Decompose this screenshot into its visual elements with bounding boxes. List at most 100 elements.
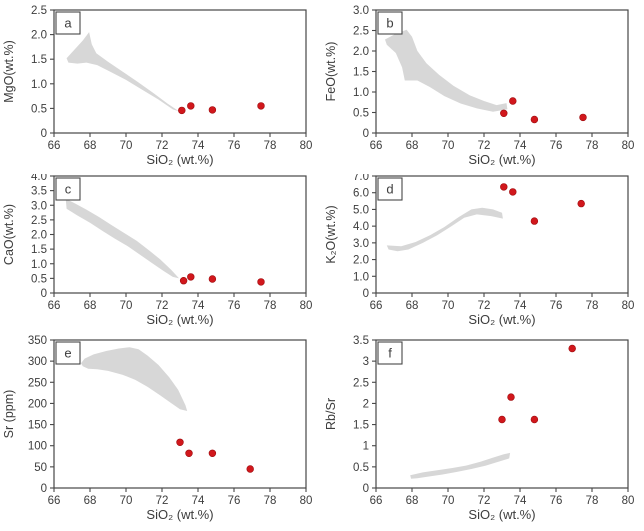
data-point [500, 109, 508, 118]
plot-frame [375, 339, 629, 489]
data-point [187, 273, 195, 281]
y-tick-label: 1.0 [353, 271, 369, 283]
y-tick-label: 1.5 [31, 54, 47, 66]
panel-label: d [386, 182, 393, 197]
x-tick-label: 72 [478, 300, 491, 312]
panel-b-chart: 66 68 70 72 74 76 78 80 0 0.5 1.0 1.5 2.0 2.5 3.0 SiO₂ … [324, 5, 635, 167]
x-tick-label: 68 [84, 300, 97, 312]
x-tick-label: 68 [84, 495, 97, 507]
x-tick-label: 68 [406, 300, 419, 312]
y-tick-label: 0.5 [353, 108, 369, 120]
x-tick-label: 70 [442, 495, 455, 507]
data-point [579, 113, 587, 122]
reference-field [65, 198, 180, 279]
panel-label: a [64, 16, 72, 31]
x-tick-label: 72 [156, 300, 169, 312]
x-axis-title: SiO₂ (wt.%) [468, 312, 535, 327]
x-tick-label: 70 [442, 140, 455, 152]
data-point [246, 465, 254, 473]
plot-frame [53, 339, 307, 489]
plot-frame [53, 175, 307, 294]
x-tick-label: 66 [370, 140, 383, 152]
reference-field [66, 32, 180, 112]
data-point [179, 276, 188, 285]
y-tick-label: 2 [363, 398, 369, 410]
y-tick-label: 1.5 [353, 67, 369, 79]
panel-label: f [388, 346, 392, 361]
x-tick-label: 72 [478, 495, 491, 507]
y-tick-label: 7.0 [353, 174, 369, 183]
y-tick-label: 200 [28, 398, 47, 410]
y-tick-label: 4.0 [353, 221, 369, 233]
x-tick-label: 66 [370, 495, 383, 507]
y-tick-label: 2.5 [31, 215, 47, 227]
panel-a-chart: 66 68 70 72 74 76 78 80 0 0.5 1.0 1.5 2.0 2.5 SiO₂ (wt… [2, 5, 312, 167]
panel-label-box [55, 11, 81, 35]
y-tick-label: 6.0 [353, 188, 369, 200]
y-axis-title: FeO(wt.%) [324, 42, 338, 102]
reference-field [81, 347, 188, 411]
panel-d-chart: 66 68 70 72 74 76 78 80 0 1.0 2.0 3.0 4.0 5.0 6.0 7.0 Si… [324, 174, 634, 327]
x-tick-label: 74 [192, 140, 205, 152]
x-tick-label: 74 [192, 300, 205, 312]
x-tick-label: 66 [48, 140, 61, 152]
data-point [208, 106, 217, 114]
y-tick-label: 3.0 [353, 238, 369, 250]
y-tick-label: 0 [363, 288, 369, 300]
x-tick-label: 72 [156, 140, 169, 152]
x-tick-label: 80 [622, 140, 635, 152]
y-tick-label: 1.0 [31, 259, 47, 271]
x-tick-label: 76 [228, 140, 241, 152]
y-tick-label: 2.0 [353, 255, 369, 267]
reference-field [385, 29, 508, 112]
panel-label: c [65, 182, 72, 197]
data-point [530, 217, 539, 225]
data-point [257, 102, 265, 110]
x-tick-label: 66 [370, 300, 383, 312]
x-tick-label: 74 [514, 495, 527, 507]
y-tick-label: 50 [34, 462, 47, 474]
x-tick-label: 72 [478, 140, 491, 152]
panel-f-chart: 66 68 70 72 74 76 78 80 0 0.5 1 1.5 2 2.5 3 3.5 SiO₂ (wt… [324, 335, 634, 522]
x-tick-label: 78 [586, 140, 599, 152]
y-tick-label: 2.0 [31, 230, 47, 242]
y-tick-label: 1.5 [31, 244, 47, 256]
y-tick-label: 0.5 [353, 462, 369, 474]
y-tick-label: 1.5 [353, 420, 369, 432]
x-tick-label: 78 [264, 140, 277, 152]
panel-c-chart: 66 68 70 72 74 76 78 80 0 0.5 1.0 1.5 2.0 2.5 3.0 3.5 4.… [2, 174, 312, 327]
y-tick-label: 0.5 [31, 103, 47, 115]
y-tick-label: 3.5 [31, 186, 47, 198]
y-axis-title: Rb/Sr [324, 398, 338, 430]
panel-label-box [55, 341, 81, 365]
panel-label-box [377, 177, 403, 201]
y-tick-label: 0 [41, 483, 47, 495]
y-tick-label: 0 [363, 483, 369, 495]
y-tick-label: 2.0 [353, 46, 369, 58]
x-tick-label: 76 [550, 495, 563, 507]
x-tick-label: 80 [300, 495, 313, 507]
x-tick-label: 74 [192, 495, 205, 507]
data-point [185, 449, 193, 458]
y-tick-label: 3.5 [353, 335, 369, 347]
data-point [257, 278, 265, 286]
panel-label: b [386, 16, 393, 31]
x-axis-title: SiO₂ (wt.%) [468, 507, 535, 522]
y-tick-label: 3 [363, 356, 369, 368]
y-tick-label: 0 [363, 128, 369, 140]
x-tick-label: 72 [156, 495, 169, 507]
y-tick-label: 350 [28, 335, 47, 347]
x-tick-label: 66 [48, 300, 61, 312]
plot-frame [375, 175, 629, 294]
panel-label-box [377, 11, 403, 35]
y-tick-label: 2.0 [31, 30, 47, 42]
x-tick-label: 70 [120, 300, 133, 312]
x-tick-label: 74 [514, 140, 527, 152]
y-axis-title: Sr (ppm) [2, 390, 16, 439]
x-axis-title: SiO₂ (wt.%) [146, 507, 213, 522]
x-tick-label: 78 [586, 495, 599, 507]
y-tick-label: 0 [41, 128, 47, 140]
y-tick-label: 0 [41, 288, 47, 300]
x-tick-label: 66 [48, 495, 61, 507]
